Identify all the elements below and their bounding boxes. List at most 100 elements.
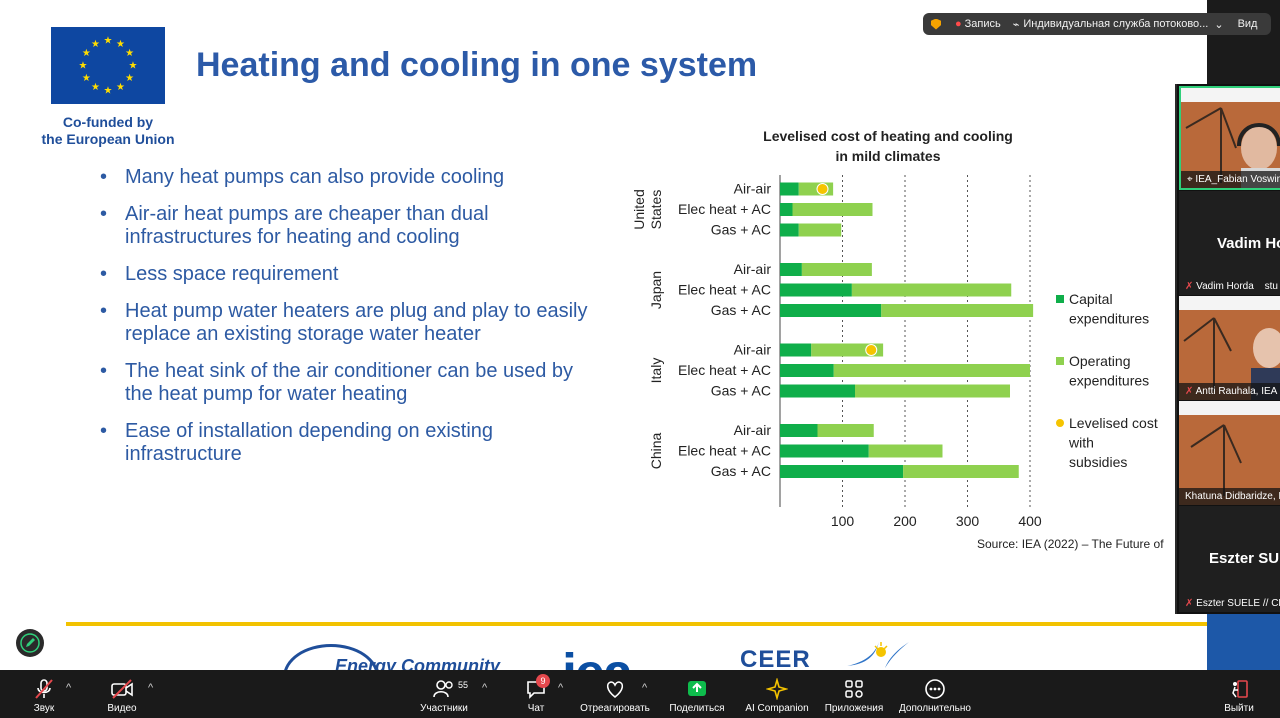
ceer-wing-icon — [847, 642, 909, 668]
chevron-up-icon[interactable]: ^ — [642, 682, 648, 694]
leave-label: Выйти — [1224, 703, 1254, 714]
more-button[interactable]: Дополнительно — [896, 678, 974, 714]
participant-tile[interactable]: Eszter SUI ✗ Eszter SUELE // CE — [1179, 506, 1280, 612]
participant-tile[interactable]: ✗ Antti Rauhala, IEA — [1179, 296, 1280, 400]
video-button[interactable]: Видео — [102, 678, 142, 714]
share-screen-icon — [688, 681, 706, 696]
recording-label[interactable]: Запись — [964, 18, 1001, 30]
participant-tile[interactable]: Vadim Ho ✗ Vadim Horda stu — [1179, 191, 1280, 295]
participant-tile[interactable]: Khatuna Didbaridze, I — [1179, 401, 1280, 505]
category-label: Air-air — [734, 261, 772, 277]
participants-button[interactable]: 55 Участники — [414, 678, 474, 714]
ai-sparkle-icon — [766, 678, 788, 700]
chevron-up-icon[interactable]: ^ — [482, 682, 488, 694]
eu-star-icon: ★ — [116, 82, 125, 93]
category-label: Gas + AC — [711, 463, 771, 479]
legend-swatch — [1056, 295, 1064, 303]
opex-bar — [851, 283, 1012, 297]
eu-caption-line-1: Co-funded by — [62, 114, 154, 130]
participant-name: ⌖ IEA_Fabian Voswin — [1181, 171, 1280, 188]
x-tick-label: 200 — [893, 513, 917, 529]
capex-bar — [780, 465, 904, 478]
eu-caption: Co-funded by the European Union — [30, 114, 186, 148]
stream-icon: ⌁ — [1012, 18, 1020, 31]
eu-star-icon: ★ — [125, 48, 134, 59]
chevron-down-icon[interactable]: ⌄ — [1214, 18, 1224, 31]
stream-label[interactable]: Индивидуальная служба потоково... — [1023, 18, 1209, 30]
legend-label: with — [1068, 435, 1094, 451]
mic-muted-icon: ✗ — [1185, 281, 1194, 292]
group-label: Italy — [648, 358, 664, 384]
eu-star-icon: ★ — [91, 39, 100, 50]
more-label: Дополнительно — [899, 703, 971, 714]
eu-star-icon: ★ — [79, 61, 88, 72]
category-label: Gas + AC — [711, 222, 771, 238]
camera-off-icon — [111, 679, 133, 699]
react-button[interactable]: Отреагировать — [578, 678, 652, 714]
chat-label: Чат — [527, 703, 545, 714]
pin-icon: ⌖ — [1187, 174, 1193, 185]
bullet-text: Heat pump water heaters are plug and pla… — [125, 300, 588, 345]
bullet-dot-icon: • — [100, 420, 108, 442]
react-label: Отреагировать — [580, 703, 650, 714]
chevron-up-icon[interactable]: ^ — [66, 682, 72, 694]
recording-dot-icon: ● — [955, 18, 962, 30]
participant-tile[interactable]: ⌖ IEA_Fabian Voswin — [1179, 86, 1280, 190]
chart-title: Levelised cost of heating and cooling in… — [763, 128, 1013, 164]
share-button[interactable]: Поделиться — [666, 678, 728, 714]
participant-name: ✗ Eszter SUELE // CE — [1179, 595, 1280, 612]
bullet-item: • Heat pump water heaters are plug and pl… — [100, 300, 600, 346]
capex-bar — [780, 444, 869, 458]
bullet-text: Air-air heat pumps are cheaper than dual… — [125, 203, 489, 248]
apps-button[interactable]: Приложения — [822, 678, 886, 714]
bullet-dot-icon: • — [100, 203, 108, 225]
chat-button[interactable]: 9 Чат — [522, 674, 550, 714]
ai-companion-label: AI Companion — [745, 703, 809, 714]
mic-muted-icon: ✗ — [1185, 386, 1194, 397]
participant-name-text: Khatuna Didbaridze, I — [1185, 491, 1280, 502]
legend-swatch — [1056, 419, 1064, 427]
capex-bar — [780, 203, 793, 216]
eu-star-icon: ★ — [91, 82, 100, 93]
capex-bar — [780, 304, 882, 317]
chevron-up-icon[interactable]: ^ — [558, 682, 564, 694]
capex-bar — [780, 364, 834, 377]
chevron-up-icon[interactable]: ^ — [148, 682, 154, 694]
participant-video-icon — [1190, 424, 1242, 496]
bullet-item: • Many heat pumps can also provide coolin… — [100, 166, 600, 189]
opex-bar — [817, 424, 874, 437]
sound-button[interactable]: Звук — [26, 678, 62, 714]
pen-icon — [20, 633, 40, 653]
category-label: Gas + AC — [711, 302, 771, 318]
participant-extra-text: stu — [1264, 281, 1278, 292]
opex-bar — [833, 364, 1030, 377]
bullet-dot-icon: • — [100, 166, 108, 188]
recording-status-bar[interactable]: ● Запись ⌁ Индивидуальная служба потоков… — [923, 13, 1271, 35]
opex-bar — [798, 223, 842, 237]
subsidy-point — [865, 344, 878, 356]
footer-divider — [66, 622, 1207, 626]
x-tick-label: 400 — [1018, 513, 1042, 529]
shield-icon[interactable] — [931, 18, 941, 30]
legend-label: Levelised cost — [1069, 415, 1158, 431]
group-label: United — [631, 189, 647, 229]
ai-companion-button[interactable]: AI Companion — [742, 678, 812, 714]
participant-name: ✗ Vadim Horda stu — [1179, 278, 1280, 295]
eu-star-icon: ★ — [129, 61, 138, 72]
group-label: States — [648, 190, 664, 230]
chart-source: Source: IEA (2022) – The Future of — [977, 537, 1164, 551]
participants-panel: ⌖ IEA_Fabian Voswin Vadim Ho ✗ Vadim Hor… — [1175, 84, 1280, 614]
annotate-pen-button[interactable] — [16, 629, 44, 657]
category-label: Elec heat + AC — [678, 443, 771, 459]
legend-label: Capital — [1069, 291, 1113, 307]
view-label[interactable]: Вид — [1237, 18, 1258, 30]
subsidy-point — [816, 183, 829, 195]
participants-label: Участники — [420, 703, 468, 714]
group-label: Japan — [648, 271, 664, 309]
participant-name-text: IEA_Fabian Voswin — [1195, 174, 1280, 185]
capex-bar — [780, 182, 799, 196]
leave-button[interactable]: Выйти — [1222, 678, 1256, 714]
participant-name-text: Antti Rauhala, IEA — [1195, 386, 1278, 397]
legend-label: subsidies — [1069, 454, 1127, 470]
eu-star-icon: ★ — [104, 36, 113, 47]
